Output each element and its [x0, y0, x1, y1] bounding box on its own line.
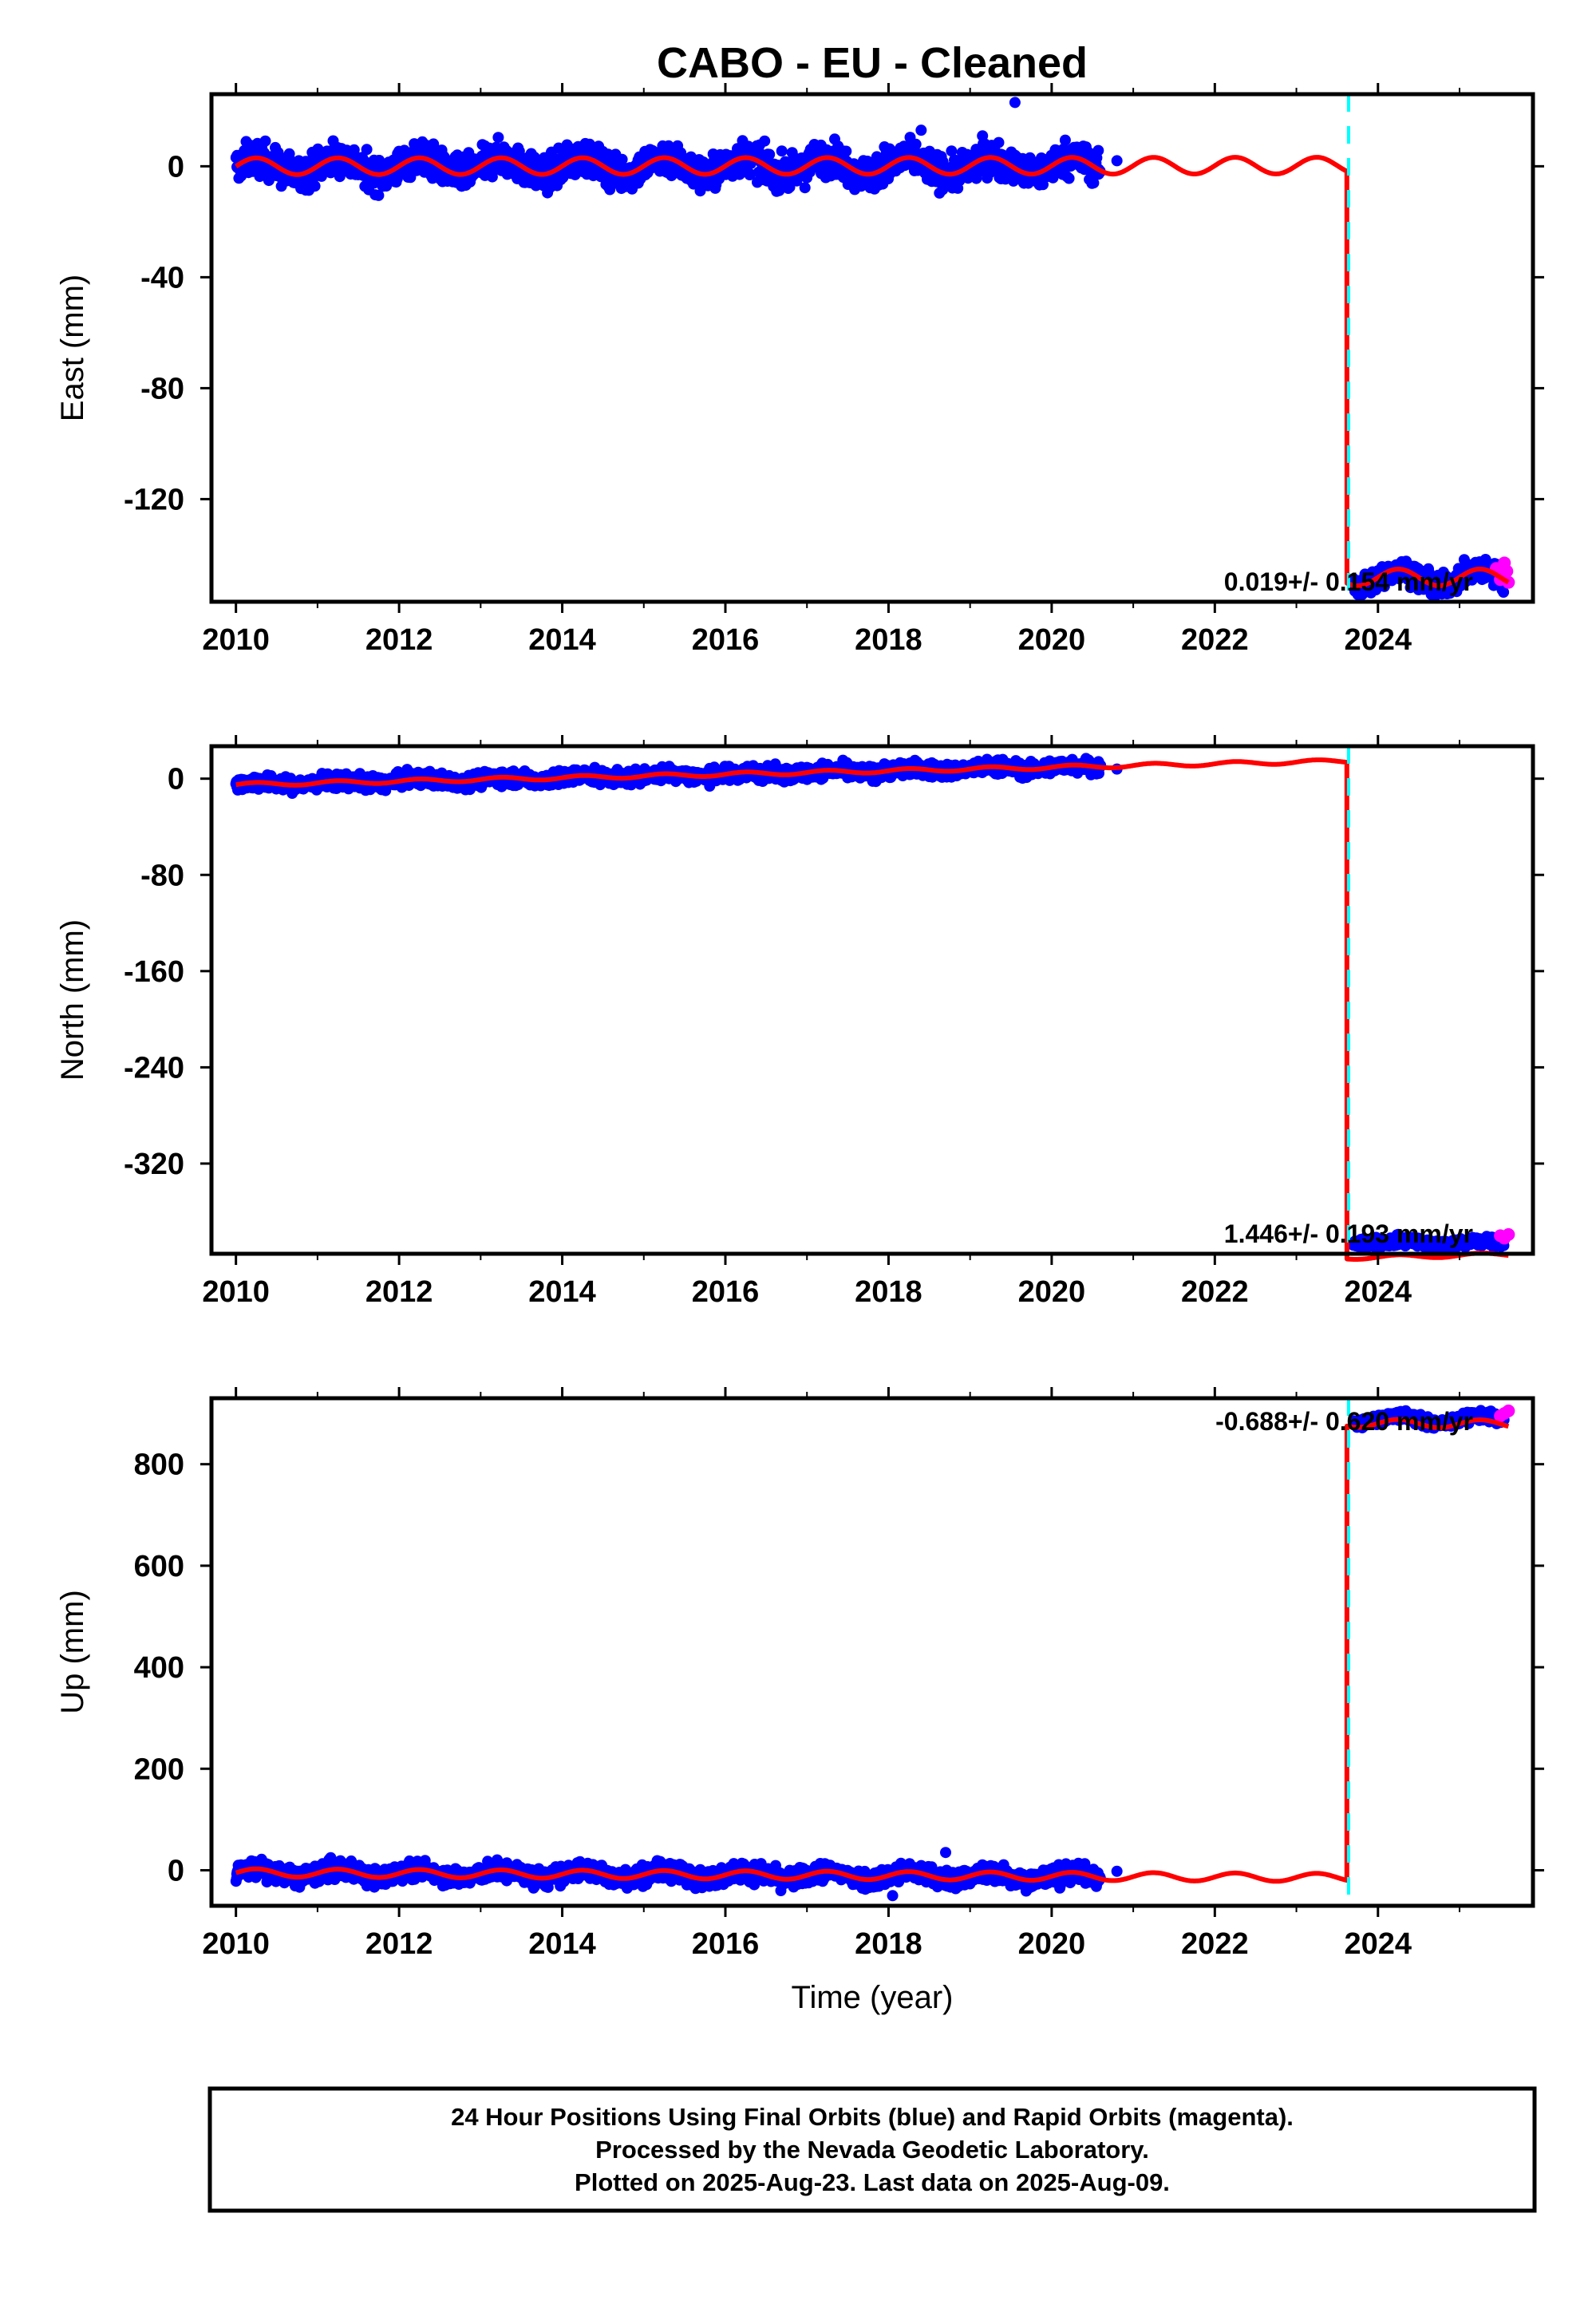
final-orbit-point	[348, 144, 360, 156]
final-orbit-point	[1063, 172, 1075, 184]
final-orbit-point	[315, 170, 327, 182]
x-tick-label: 2010	[202, 1275, 270, 1309]
outlier-point	[879, 141, 891, 153]
outlier-point	[1111, 155, 1123, 167]
x-tick-label: 2024	[1345, 623, 1412, 657]
x-tick-label: 2020	[1018, 1275, 1086, 1309]
final-orbit-point	[759, 135, 771, 147]
final-orbit-point	[254, 171, 266, 183]
final-orbit-point	[840, 145, 852, 157]
y-tick-label: -320	[124, 1148, 184, 1181]
y-tick-label: -240	[124, 1051, 184, 1085]
y-tick-label: -80	[140, 372, 184, 405]
x-tick-label: 2022	[1181, 623, 1249, 657]
y-tick-label: -80	[140, 859, 184, 892]
rate-label: 0.019+/- 0.154 mm/yr	[1224, 567, 1473, 596]
final-orbit-point	[528, 152, 540, 164]
rapid-orbit-point	[1502, 1227, 1515, 1241]
final-orbit-point	[1059, 134, 1071, 146]
rate-label: 1.446+/- 0.193 mm/yr	[1224, 1219, 1473, 1248]
final-orbit-point	[309, 180, 321, 192]
x-tick-label: 2010	[202, 623, 270, 657]
y-tick-label: 0	[168, 150, 184, 184]
final-orbit-point	[662, 140, 674, 152]
x-tick-label: 2024	[1345, 1275, 1412, 1309]
x-tick-label: 2014	[528, 1275, 596, 1309]
final-orbit-point	[910, 138, 922, 150]
final-orbit-point	[492, 132, 504, 144]
x-tick-label: 2012	[365, 623, 433, 657]
final-orbit-point	[361, 144, 373, 156]
x-tick-label: 2022	[1181, 1275, 1249, 1309]
final-orbit-point	[993, 136, 1005, 148]
outlier-point	[997, 753, 1009, 765]
east-panel: 2010 2012 2014 2016 2018 2020 2022 2024 0 -40 -80 -…	[55, 83, 1544, 657]
x-tick-label: 2020	[1018, 623, 1086, 657]
final-orbit-point	[513, 145, 525, 157]
outlier-point	[915, 124, 927, 136]
outlier-point	[1009, 97, 1021, 109]
x-tick-label: 2012	[365, 1275, 433, 1309]
final-orbit-point	[259, 135, 271, 147]
final-orbit-point	[776, 145, 788, 157]
final-orbit-point	[1092, 144, 1104, 156]
x-tick-label: 2016	[692, 623, 760, 657]
y-tick-label: 0	[168, 763, 184, 796]
final-orbit-point	[764, 148, 776, 160]
y-tick-label: -40	[140, 261, 184, 294]
y-tick-label: -120	[124, 483, 184, 516]
x-tick-label: 2016	[692, 1275, 760, 1309]
y-axis-label: North (mm)	[55, 919, 90, 1081]
final-orbit-point	[616, 153, 628, 165]
final-orbit-point	[373, 189, 385, 201]
rapid-orbit-point	[1500, 564, 1514, 578]
figure-title: CABO - EU - Cleaned	[657, 39, 1088, 87]
y-tick-label: -160	[124, 955, 184, 989]
y-axis-label: East (mm)	[55, 275, 90, 421]
x-tick-label: 2018	[855, 623, 922, 657]
x-tick-label: 2014	[528, 623, 596, 657]
x-tick-label: 2018	[855, 1275, 922, 1309]
final-orbit-point	[799, 182, 811, 194]
